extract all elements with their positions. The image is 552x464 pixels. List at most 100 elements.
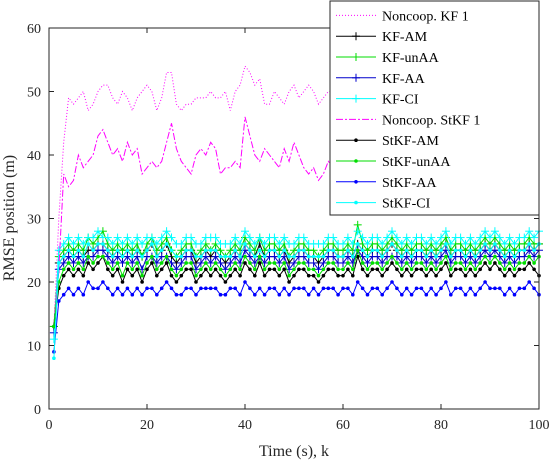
series-stkf-unaa-marker	[115, 261, 120, 265]
series-stkf-ci-marker	[370, 248, 375, 253]
series-stkf-aa-marker	[502, 292, 507, 297]
series-stkf-ci-marker	[159, 248, 164, 253]
series-stkf-ci-marker	[61, 254, 66, 259]
series-stkf-unaa-marker	[390, 254, 394, 259]
series-stkf-unaa-marker	[400, 267, 404, 272]
series-stkf-aa-marker	[130, 292, 135, 297]
series-kf-ci-marker	[245, 233, 254, 242]
series-kf-aa-marker	[495, 252, 504, 261]
series-stkf-aa-marker	[463, 292, 468, 297]
series-stkf-unaa-marker	[238, 267, 242, 272]
series-stkf-am-marker	[91, 267, 95, 272]
series-kf-aa-marker	[118, 258, 127, 267]
series-stkf-am-marker	[238, 273, 242, 278]
series-kf-aa-marker	[128, 258, 137, 267]
series-stkf-unaa	[52, 248, 541, 329]
series-stkf-aa-marker	[272, 286, 277, 291]
legend-item-stkf-ci-marker	[354, 200, 358, 205]
series-stkf-am-marker	[306, 273, 311, 278]
series-kf-ci-marker	[133, 233, 142, 242]
series-stkf-am-marker	[96, 261, 100, 265]
series-kf-ci-marker	[89, 233, 98, 242]
series-stkf-unaa-marker	[419, 261, 424, 265]
series-kf-aa-marker	[343, 252, 352, 261]
series-stkf-am-marker	[458, 267, 463, 272]
series-kf-aa-marker	[280, 252, 289, 261]
series-stkf-ci-marker	[253, 254, 257, 259]
series-stkf-unaa-marker	[468, 261, 473, 265]
series-stkf-aa-marker	[355, 280, 360, 284]
series-kf-ci-marker	[456, 233, 465, 242]
series-kf-aa-marker	[108, 258, 117, 267]
series-stkf-ci-marker	[169, 248, 174, 253]
legend-item-noncoop-kf-1-label: Noncoop. KF 1	[382, 9, 469, 24]
series-kf-aa-marker	[89, 252, 98, 261]
series-kf-aa-marker	[461, 258, 470, 267]
series-stkf-am-marker	[370, 267, 375, 272]
series-kf-aa-marker	[98, 246, 107, 255]
series-stkf-ci-marker	[473, 254, 478, 259]
series-stkf-ci-marker	[365, 254, 370, 259]
series-stkf-unaa-marker	[277, 267, 282, 272]
series-stkf-ci-marker	[326, 248, 331, 253]
series-stkf-ci-marker	[527, 242, 531, 246]
series-stkf-am-marker	[400, 273, 404, 278]
series-stkf-ci-marker	[346, 248, 350, 253]
legend-item-noncoop-kf-1: Noncoop. KF 1	[336, 9, 469, 24]
series-stkf-ci-marker	[493, 242, 497, 246]
series-stkf-unaa-marker	[449, 267, 453, 272]
series-stkf-unaa-marker	[527, 254, 531, 259]
series-kf-ci-marker	[466, 233, 475, 242]
series-stkf-ci-line	[53, 242, 540, 359]
series-stkf-unaa-marker	[292, 267, 296, 272]
series-kf-ci-marker	[358, 233, 367, 242]
series-kf-aa-marker	[486, 252, 494, 261]
series-stkf-am-marker	[326, 267, 331, 272]
series-stkf-ci-marker	[272, 248, 277, 253]
series-stkf-am-marker	[522, 267, 527, 272]
series-stkf-am-marker	[331, 267, 336, 272]
series-stkf-am-marker	[527, 261, 531, 265]
series-stkf-aa-marker	[439, 286, 443, 291]
series-stkf-aa-marker	[336, 292, 340, 297]
series-kf-aa-marker	[505, 252, 514, 261]
series-stkf-unaa-marker	[355, 248, 360, 253]
series-stkf-ci-marker	[164, 242, 169, 246]
series-stkf-ci-marker	[507, 248, 512, 253]
series-kf-aa-marker	[437, 252, 445, 261]
series-stkf-ci-marker	[458, 248, 463, 253]
series-kf-ci-marker	[427, 233, 436, 242]
series-kf-ci-marker	[196, 239, 205, 248]
series-stkf-ci-marker	[248, 248, 252, 253]
series-stkf-unaa-marker	[125, 261, 130, 265]
series-stkf-aa-marker	[444, 280, 448, 284]
series-stkf-unaa-marker	[218, 267, 223, 272]
series-kf-ci-marker	[446, 239, 455, 248]
series-stkf-aa-marker	[125, 286, 130, 291]
series-stkf-am-marker	[86, 261, 90, 265]
series-stkf-unaa-marker	[404, 261, 409, 265]
series-kf-ci	[49, 227, 543, 344]
series-kf-aa-marker	[378, 258, 387, 267]
series-stkf-am-marker	[213, 267, 218, 272]
series-stkf-unaa-marker	[380, 267, 385, 272]
series-stkf-unaa-marker	[375, 261, 380, 265]
series-stkf-aa-marker	[395, 286, 399, 291]
series-stkf-ci-marker	[199, 254, 203, 259]
series-stkf-aa-marker	[478, 286, 483, 291]
series-stkf-unaa-marker	[184, 261, 188, 265]
series-kf-aa-marker	[314, 265, 323, 274]
series-stkf-am	[52, 254, 541, 329]
legend-item-stkf-am-marker	[354, 138, 358, 142]
series-stkf-aa-marker	[498, 286, 502, 291]
series-stkf-am-marker	[282, 267, 287, 272]
series-stkf-unaa-marker	[444, 254, 448, 259]
legend-item-stkf-am-label: StKF-AM	[382, 134, 439, 149]
series-stkf-ci-marker	[208, 248, 213, 253]
series-stkf-aa-marker	[365, 292, 370, 297]
series-stkf-unaa-marker	[174, 273, 179, 278]
series-stkf-am-marker	[395, 267, 399, 272]
series-stkf-aa-marker	[169, 286, 174, 291]
x-tick-label: 80	[434, 418, 448, 433]
series-kf-ci-marker	[128, 239, 137, 248]
